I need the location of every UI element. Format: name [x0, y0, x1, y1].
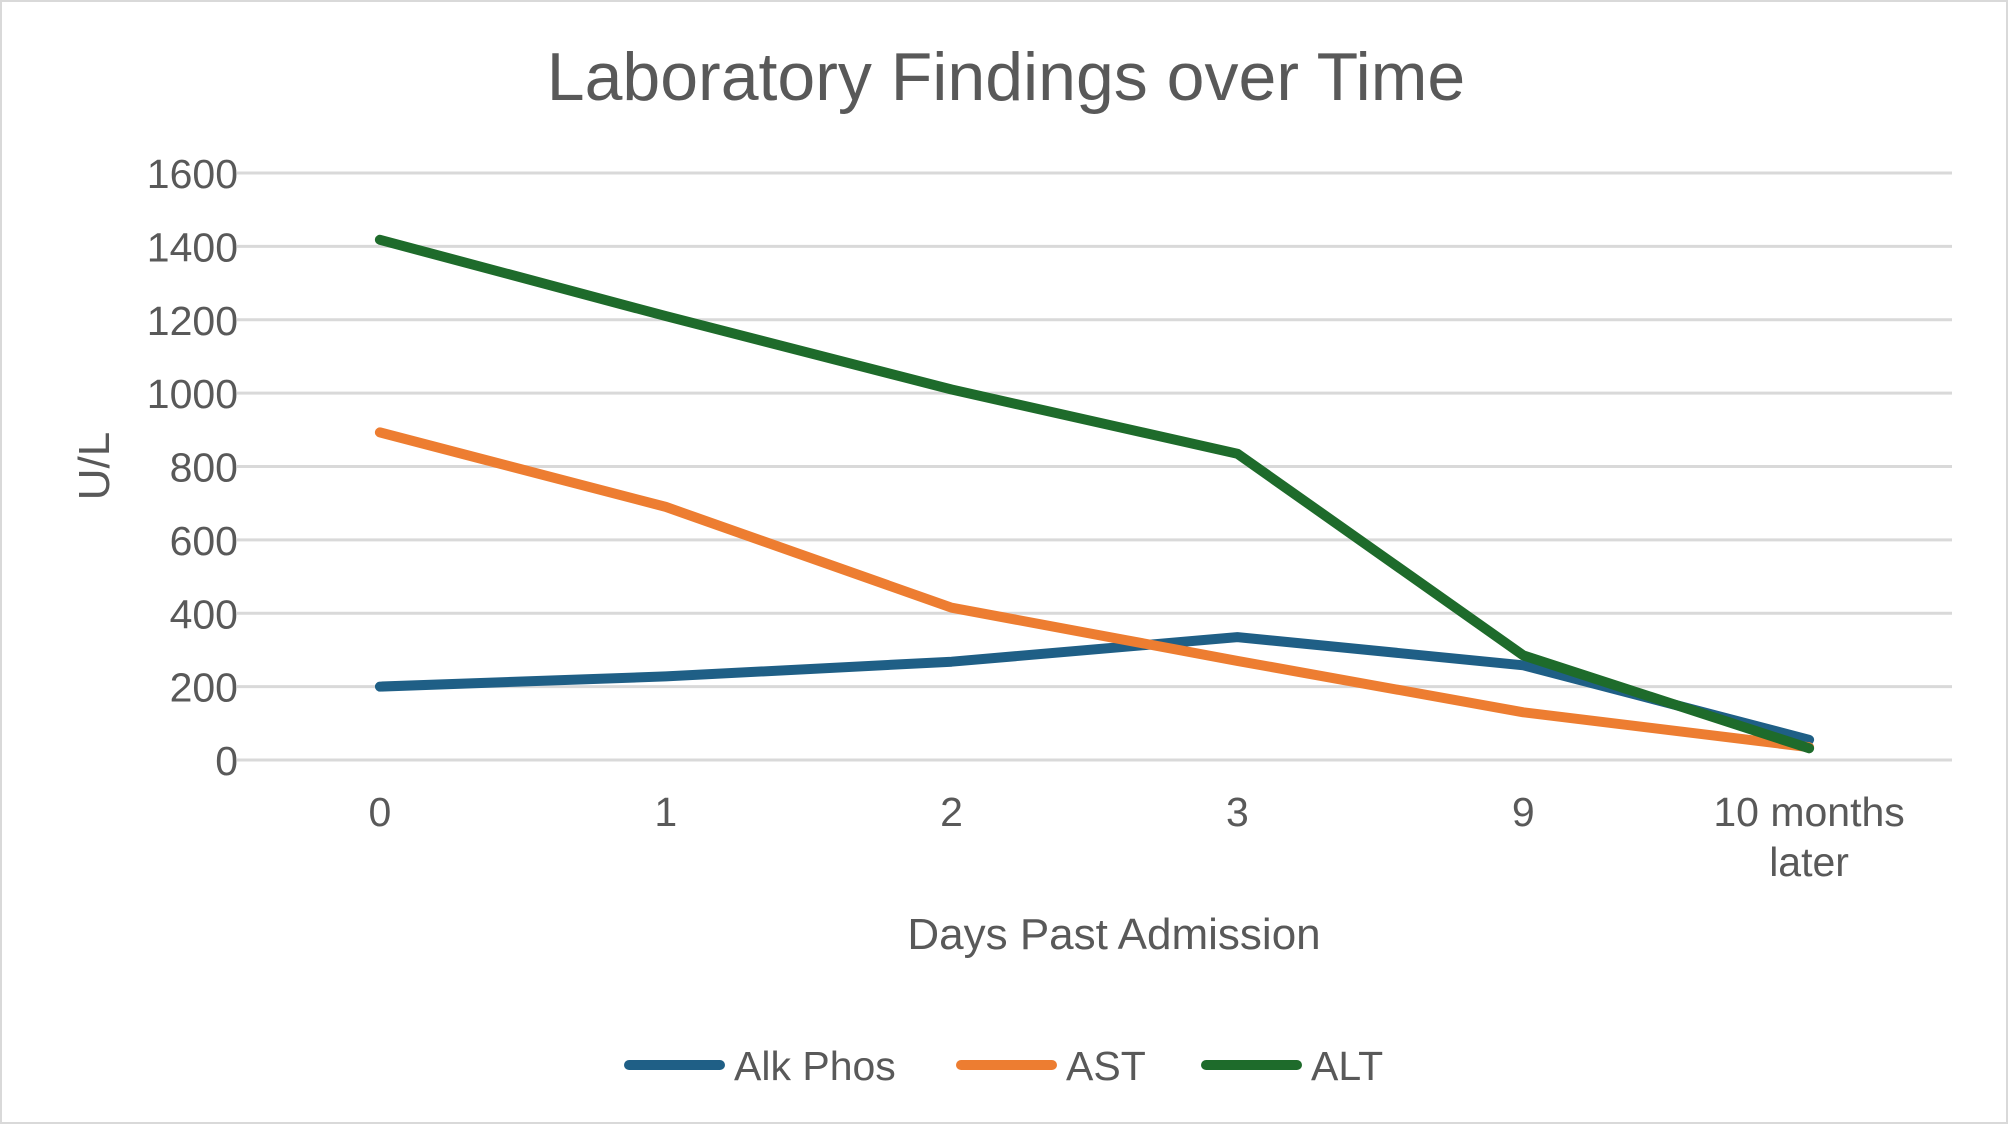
chart-title: Laboratory Findings over Time	[547, 39, 1465, 115]
x-tick-label-line: 3	[1226, 789, 1249, 835]
y-tick-label: 1200	[147, 298, 238, 344]
x-tick-label: 9	[1512, 789, 1535, 835]
y-tick-label: 200	[170, 665, 238, 711]
x-tick-label-line: 1	[654, 789, 677, 835]
x-tick-label: 0	[369, 789, 392, 835]
y-tick-label: 1000	[147, 371, 238, 417]
y-tick-label: 800	[170, 445, 238, 491]
x-tick-label-line: later	[1769, 839, 1849, 885]
y-tick-label: 0	[215, 738, 238, 784]
y-tick-label: 600	[170, 518, 238, 564]
y-axis-ticks: 0 200 400 600 800 1000 1200 1400 1600	[147, 151, 238, 784]
x-tick-label: 2	[940, 789, 963, 835]
y-tick-label: 1400	[147, 224, 238, 270]
legend-label-alt: ALT	[1311, 1043, 1383, 1089]
series-lines	[374, 234, 1815, 754]
series-line-ast	[374, 427, 1815, 753]
legend-label-ast: AST	[1066, 1043, 1146, 1089]
series-line-alt	[374, 234, 1815, 754]
x-axis-title: Days Past Admission	[907, 910, 1320, 959]
x-tick-label-line: 9	[1512, 789, 1535, 835]
legend: Alk Phos AST ALT	[624, 1043, 1383, 1089]
x-tick-label-line: 2	[940, 789, 963, 835]
x-tick-label-line: 10 months	[1713, 789, 1904, 835]
y-axis-title: U/L	[70, 432, 119, 500]
x-tick-label: 10 months later	[1713, 789, 1904, 885]
y-tick-label: 1600	[147, 151, 238, 197]
x-tick-label-line: 0	[369, 789, 392, 835]
legend-label-alk-phos: Alk Phos	[734, 1043, 896, 1089]
x-tick-label: 1	[654, 789, 677, 835]
series-line-alk-phos	[374, 632, 1815, 745]
y-tick-label: 400	[170, 591, 238, 637]
x-axis-ticks: 0 1 2 3 9 10 months later	[369, 789, 1905, 885]
x-tick-label: 3	[1226, 789, 1249, 835]
